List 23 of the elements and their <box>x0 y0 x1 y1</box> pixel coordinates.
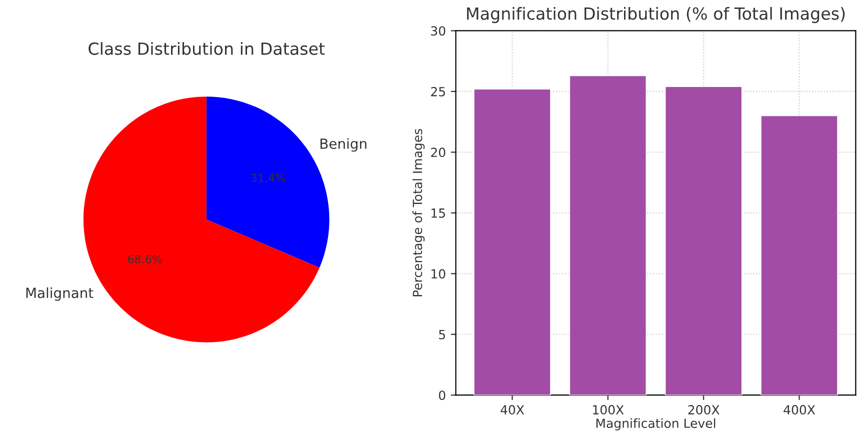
y-tick-label: 20 <box>431 148 446 158</box>
chart-title: Magnification Distribution (% of Total Images) <box>467 6 845 24</box>
y-tick-label: 5 <box>439 330 445 340</box>
x-tick-label: 400X <box>784 405 816 414</box>
x-tick-label: 100X <box>593 405 624 414</box>
bar <box>760 115 838 396</box>
x-tick-label: 40X <box>500 405 524 414</box>
data-label: 31.4% <box>251 174 285 182</box>
y-tick-label: 25 <box>431 86 445 96</box>
y-axis-title: Percentage of Total Images <box>412 128 425 296</box>
y-tick-label: 15 <box>432 208 445 218</box>
data-label: 68.6% <box>128 255 162 264</box>
slice-label: Malignant <box>26 287 94 301</box>
x-tick-label: 200X <box>688 405 720 414</box>
x-axis-title: Magnification Level <box>596 418 716 430</box>
bar <box>664 86 742 396</box>
chart-title: Class Distribution in Dataset <box>88 42 325 55</box>
bar <box>569 75 647 396</box>
slice-label: Benign <box>320 138 366 152</box>
bar <box>474 88 551 396</box>
y-tick-label: 10 <box>432 269 446 279</box>
y-tick-label: 30 <box>431 26 446 36</box>
y-tick-label: 0 <box>438 390 446 400</box>
